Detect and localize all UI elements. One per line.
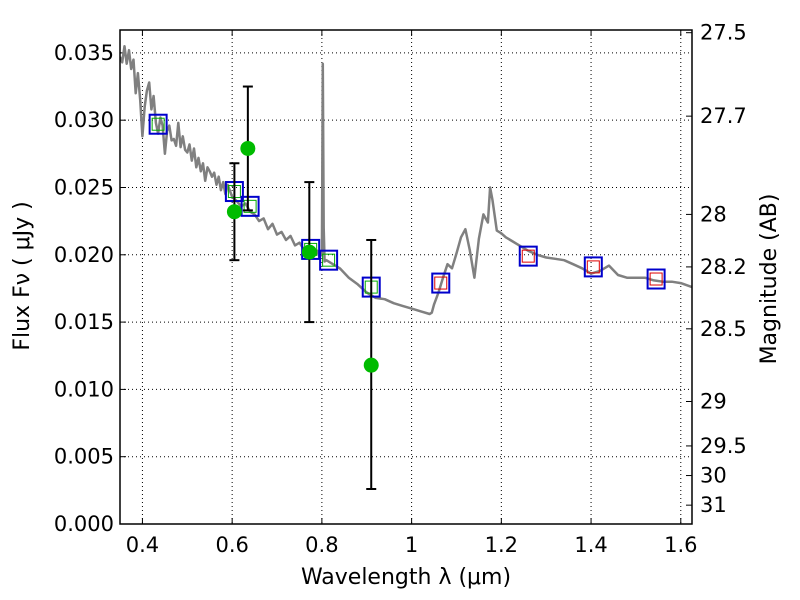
y2-tick-label: 27.7 bbox=[700, 104, 747, 128]
model-point-box bbox=[518, 245, 538, 267]
sed-line bbox=[120, 44, 692, 316]
x-tick-label: 0.6 bbox=[215, 533, 248, 557]
x-axis-label: Wavelength λ (μm) bbox=[301, 565, 511, 590]
x-tick-label: 0.8 bbox=[305, 533, 338, 557]
model-point-box bbox=[431, 272, 451, 294]
y-tick-label: 0.020 bbox=[54, 243, 114, 267]
y-axis-label: Flux Fν ( μJy ) bbox=[10, 201, 35, 350]
x-tick-label: 1.4 bbox=[574, 533, 607, 557]
grid bbox=[120, 30, 692, 524]
model-point-box bbox=[319, 249, 339, 271]
model-point-inner bbox=[243, 199, 257, 213]
model-point-box bbox=[148, 113, 168, 135]
x-tick-label: 1 bbox=[405, 533, 418, 557]
model-point-box bbox=[583, 256, 603, 278]
model-point-inner bbox=[151, 117, 165, 131]
x-tick-label: 1.6 bbox=[664, 533, 697, 557]
y-tick-label: 0.000 bbox=[54, 512, 114, 536]
model-point-inner bbox=[521, 249, 535, 263]
plot-area bbox=[120, 44, 692, 491]
y2-tick-label: 30 bbox=[700, 464, 727, 488]
y2-tick-label: 29 bbox=[700, 390, 727, 414]
y-tick-label: 0.035 bbox=[54, 41, 114, 65]
axis-ticks bbox=[120, 30, 692, 525]
y2-tick-label: 29.5 bbox=[700, 434, 747, 458]
observed-point bbox=[240, 140, 256, 156]
y2-tick-label: 28.5 bbox=[700, 317, 747, 341]
y2-tick-label: 28 bbox=[700, 202, 727, 226]
x-tick-label: 1.2 bbox=[485, 533, 518, 557]
y-tick-label: 0.015 bbox=[54, 310, 114, 334]
y2-tick-label: 31 bbox=[700, 493, 727, 517]
plot-frame bbox=[119, 29, 693, 525]
y-tick-label: 0.025 bbox=[54, 175, 114, 199]
x-tick-label: 0.4 bbox=[126, 533, 159, 557]
model-point-inner bbox=[586, 260, 600, 274]
model-point-inner bbox=[649, 272, 663, 286]
y-tick-label: 0.010 bbox=[54, 377, 114, 401]
model-point-inner bbox=[322, 253, 336, 267]
observed-point bbox=[363, 357, 379, 373]
y2-axis-label: Magnitude (AB) bbox=[757, 194, 782, 365]
observed-point bbox=[301, 244, 317, 260]
model-point-box bbox=[646, 268, 666, 290]
model-point-inner bbox=[434, 276, 448, 290]
model-point-box bbox=[240, 195, 260, 217]
y-tick-label: 0.005 bbox=[54, 445, 114, 469]
y-tick-label: 0.030 bbox=[54, 108, 114, 132]
y2-tick-label: 27.5 bbox=[700, 21, 747, 45]
observed-point bbox=[226, 204, 242, 220]
y2-tick-label: 28.2 bbox=[700, 255, 747, 279]
